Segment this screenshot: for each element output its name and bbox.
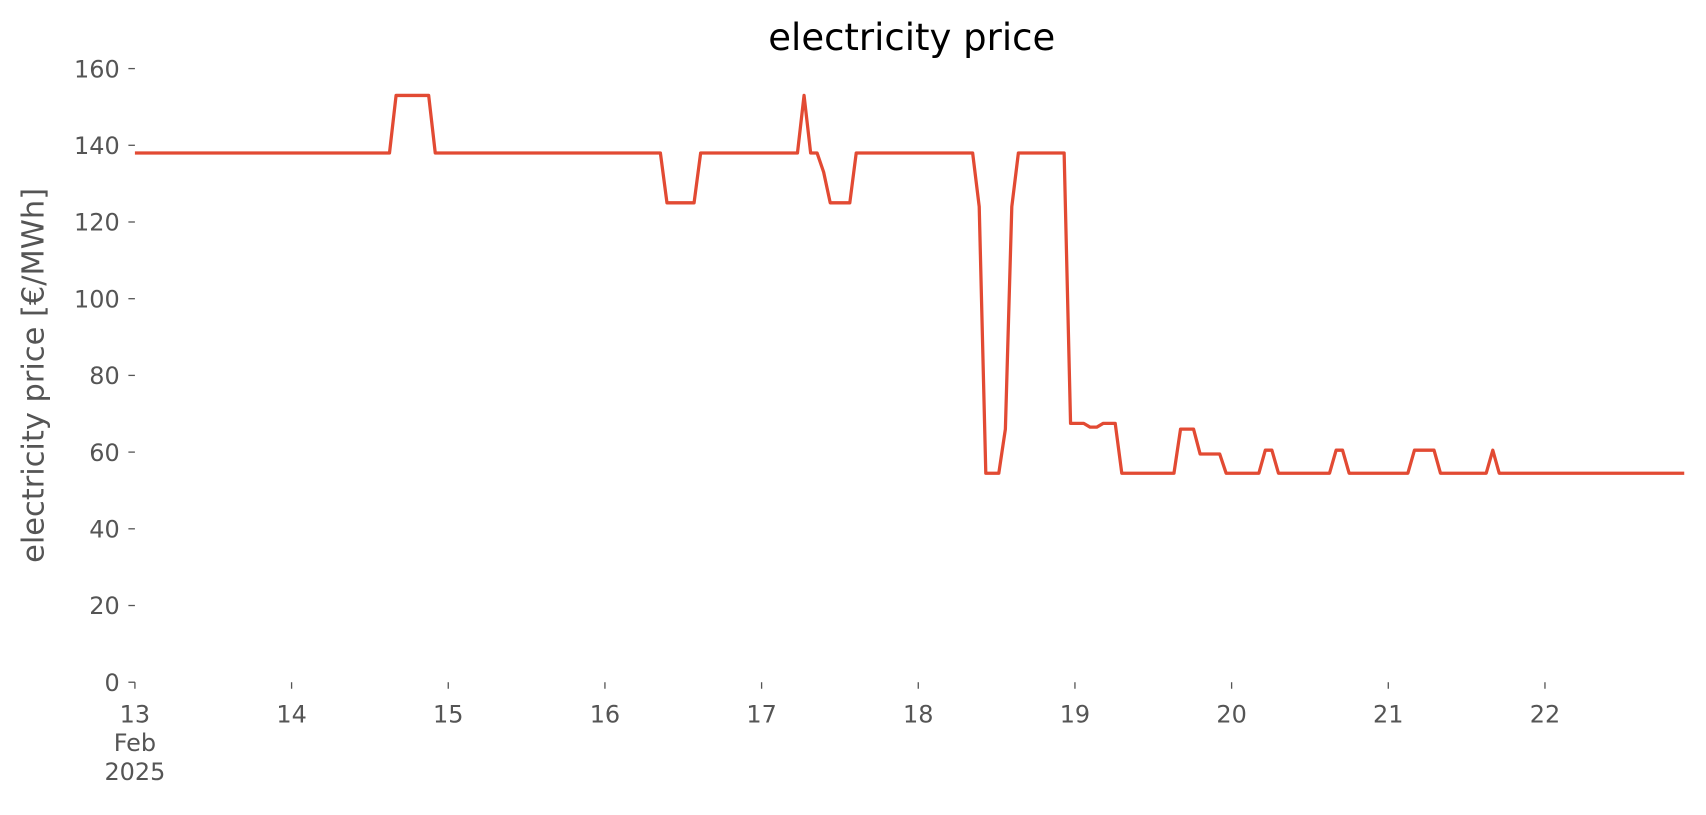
y-tick-label: 80 bbox=[89, 362, 119, 390]
x-tick-label: 17 bbox=[746, 700, 776, 728]
x-tick-label: 13 Feb 2025 bbox=[104, 700, 165, 785]
x-tick-label: 18 bbox=[903, 700, 933, 728]
y-tick-label: 0 bbox=[104, 669, 119, 697]
y-tick-label: 40 bbox=[89, 516, 119, 544]
y-tick-label: 160 bbox=[74, 55, 120, 83]
x-tick-label: 14 bbox=[276, 700, 306, 728]
y-tick-label: 20 bbox=[89, 592, 119, 620]
y-axis-label: electricity price [€/MWh] bbox=[17, 188, 52, 563]
x-tick-label: 16 bbox=[590, 700, 620, 728]
y-tick-label: 120 bbox=[74, 209, 120, 237]
x-tick-label: 19 bbox=[1060, 700, 1090, 728]
x-tick-label: 15 bbox=[433, 700, 463, 728]
y-tick-label: 140 bbox=[74, 132, 120, 160]
y-tick-label: 60 bbox=[89, 439, 119, 467]
x-tick-label: 22 bbox=[1530, 700, 1560, 728]
price-line bbox=[134, 93, 1685, 475]
x-tick-label: 21 bbox=[1373, 700, 1403, 728]
y-tick-label: 100 bbox=[74, 285, 120, 313]
chart-title: electricity price bbox=[768, 16, 1055, 59]
x-tick-label: 20 bbox=[1216, 700, 1246, 728]
